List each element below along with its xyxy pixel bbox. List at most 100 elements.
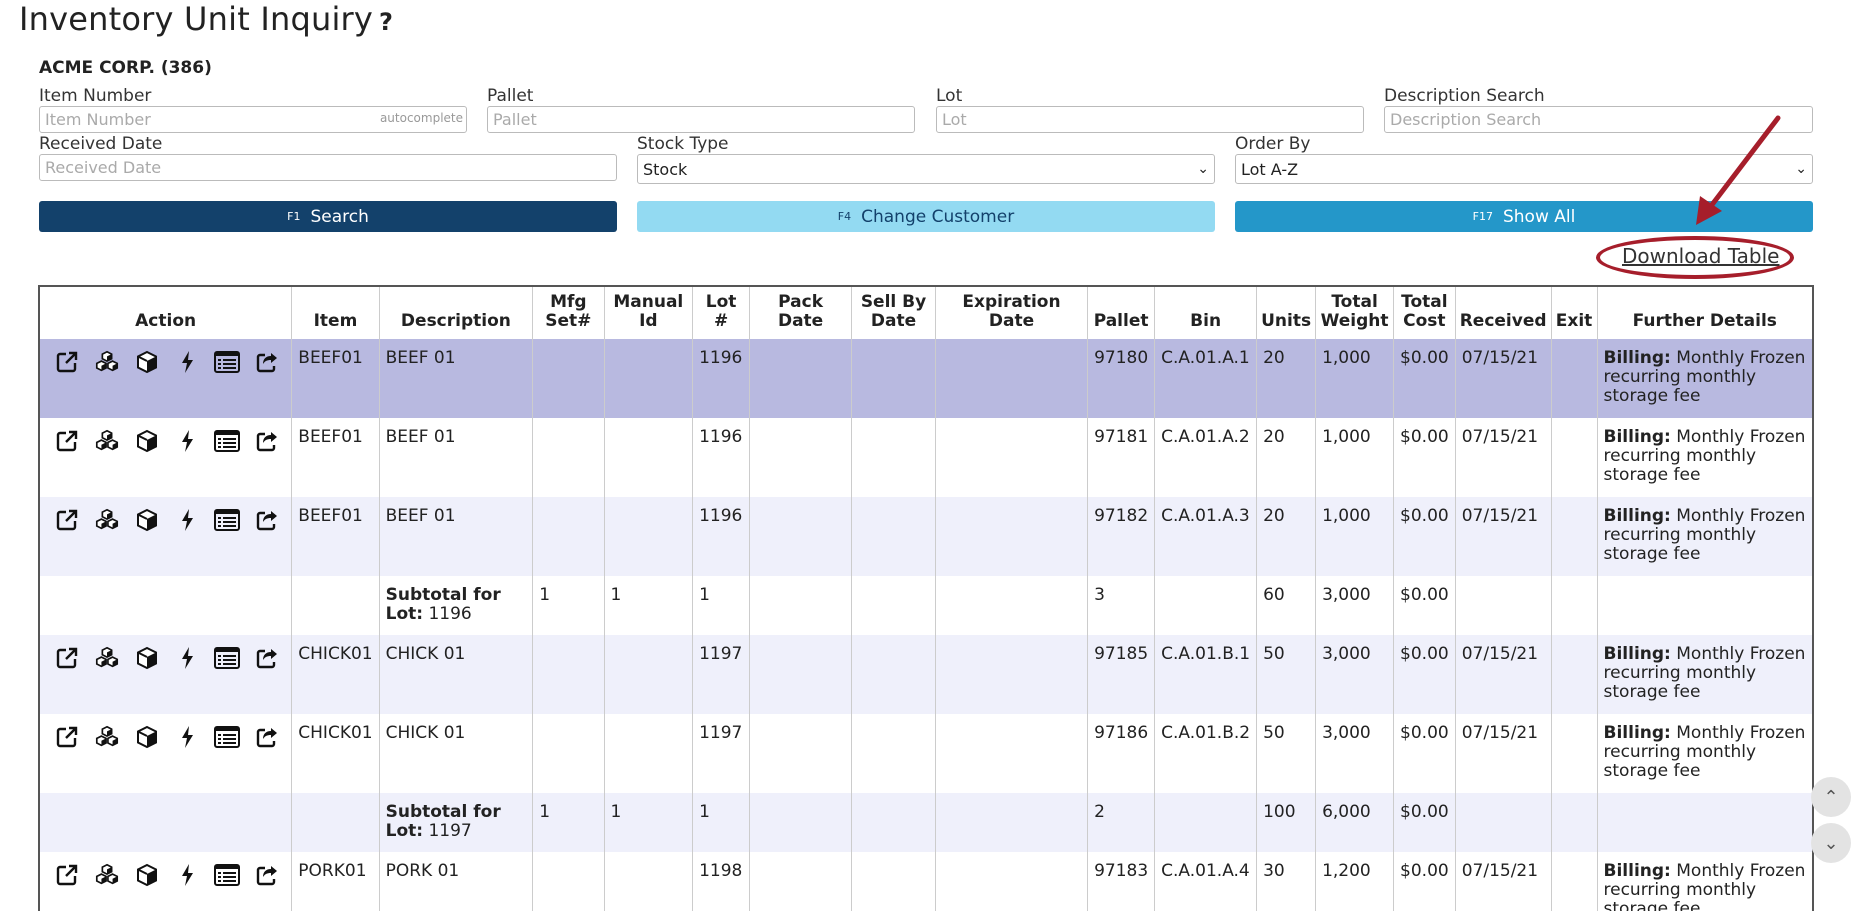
table-row[interactable]: BEEF01 BEEF 01 1196 97182 C.A.01.A.3 20 1,000 $…	[40, 497, 1812, 576]
external-link-icon[interactable]	[54, 862, 80, 888]
col-header-units[interactable]: Units	[1256, 287, 1316, 339]
lot-input[interactable]	[936, 106, 1364, 133]
exit-cell	[1550, 635, 1598, 714]
share-icon[interactable]	[254, 428, 280, 454]
scroll-down-button[interactable]: ⌄	[1811, 823, 1851, 863]
table-row[interactable]: PORK01 PORK 01 1198 97183 C.A.01.A.4 30 1,200 $…	[40, 852, 1812, 911]
col-header-description[interactable]: Description	[378, 287, 533, 339]
col-header-expiration-date[interactable]: Expiration Date	[934, 287, 1088, 339]
list-icon[interactable]	[214, 507, 240, 533]
col-header-manual-id[interactable]: Manual Id	[603, 287, 693, 339]
action-cell	[40, 497, 292, 576]
units-cell: 20	[1256, 339, 1316, 418]
external-link-icon[interactable]	[54, 507, 80, 533]
box-icon[interactable]	[134, 645, 160, 671]
col-header-received[interactable]: Received	[1454, 287, 1552, 339]
boxes-icon[interactable]	[94, 724, 120, 750]
lightning-icon[interactable]	[174, 349, 200, 375]
col-header-total-cost[interactable]: Total Cost	[1393, 287, 1456, 339]
show-all-button[interactable]: F17 Show All	[1235, 201, 1813, 232]
share-icon[interactable]	[254, 724, 280, 750]
share-icon[interactable]	[254, 507, 280, 533]
col-header-exit[interactable]: Exit	[1550, 287, 1598, 339]
chevron-down-icon: ⌄	[1795, 161, 1807, 177]
table-row[interactable]: CHICK01 CHICK 01 1197 97186 C.A.01.B.2 50 3,00…	[40, 714, 1812, 793]
subtotal-row: Subtotal for Lot: 1197 1 1 1 2 100 6,000 $0.00	[40, 793, 1812, 852]
bin-cell: C.A.01.A.2	[1154, 418, 1257, 497]
box-icon[interactable]	[134, 862, 160, 888]
mfg-set-cell	[532, 852, 605, 911]
table-row[interactable]: BEEF01 BEEF 01 1196 97181 C.A.01.A.2 20 1,000 $…	[40, 418, 1812, 497]
order-by-select[interactable]: Lot A-Z ⌄	[1235, 154, 1813, 184]
change-customer-button-label: Change Customer	[861, 206, 1015, 227]
search-button[interactable]: F1 Search	[39, 201, 617, 232]
received-cell	[1454, 793, 1552, 852]
col-header-item[interactable]: Item	[291, 287, 380, 339]
external-link-icon[interactable]	[54, 645, 80, 671]
lightning-icon[interactable]	[174, 862, 200, 888]
download-table-link[interactable]: Download Table	[1622, 244, 1780, 268]
list-icon[interactable]	[214, 724, 240, 750]
subtotal-label-cell: Subtotal for Lot: 1196	[378, 576, 533, 635]
col-header-pallet[interactable]: Pallet	[1087, 287, 1155, 339]
boxes-icon[interactable]	[94, 645, 120, 671]
item-number-input[interactable]	[39, 106, 467, 133]
stock-type-select[interactable]: Stock ⌄	[637, 154, 1215, 184]
action-cell	[40, 576, 292, 635]
further-details-cell: Billing: Monthly Frozen recurring monthl…	[1596, 497, 1812, 576]
box-icon[interactable]	[134, 507, 160, 533]
bin-cell: C.A.01.A.1	[1154, 339, 1257, 418]
boxes-icon[interactable]	[94, 349, 120, 375]
order-by-field: Order By Lot A-Z ⌄	[1235, 134, 1813, 184]
pallet-cell: 2	[1087, 793, 1155, 852]
search-button-label: Search	[310, 206, 369, 227]
lightning-icon[interactable]	[174, 724, 200, 750]
box-icon[interactable]	[134, 724, 160, 750]
list-icon[interactable]	[214, 349, 240, 375]
received-date-input[interactable]	[39, 154, 617, 181]
col-header-further-details[interactable]: Further Details	[1596, 287, 1812, 339]
lightning-icon[interactable]	[174, 428, 200, 454]
pack-date-cell	[749, 635, 852, 714]
total-cost-cell: $0.00	[1393, 418, 1456, 497]
col-header-total-weight[interactable]: Total Weight	[1315, 287, 1394, 339]
boxes-icon[interactable]	[94, 862, 120, 888]
bin-cell	[1154, 793, 1257, 852]
share-icon[interactable]	[254, 645, 280, 671]
help-icon[interactable]: ?	[379, 8, 394, 36]
list-icon[interactable]	[214, 862, 240, 888]
action-cell	[40, 418, 292, 497]
units-cell: 20	[1256, 497, 1316, 576]
share-icon[interactable]	[254, 862, 280, 888]
total-cost-cell: $0.00	[1393, 497, 1456, 576]
list-icon[interactable]	[214, 428, 240, 454]
external-link-icon[interactable]	[54, 724, 80, 750]
total-weight-cell: 3,000	[1315, 635, 1394, 714]
col-header-sell-by-date[interactable]: Sell By Date	[851, 287, 936, 339]
lightning-icon[interactable]	[174, 507, 200, 533]
description-search-input[interactable]	[1384, 106, 1813, 133]
lightning-icon[interactable]	[174, 645, 200, 671]
col-header-mfg-set[interactable]: Mfg Set#	[532, 287, 605, 339]
scroll-up-button[interactable]: ⌃	[1811, 777, 1851, 817]
pallet-input[interactable]	[487, 106, 915, 133]
table-row[interactable]: BEEF01 BEEF 01 1196 97180 C.A.01.A.1 20 1,000 $…	[40, 339, 1812, 418]
list-icon[interactable]	[214, 645, 240, 671]
change-customer-button[interactable]: F4 Change Customer	[637, 201, 1215, 232]
manual-id-cell	[603, 497, 693, 576]
col-header-pack-date[interactable]: Pack Date	[749, 287, 852, 339]
col-header-action[interactable]: Action	[135, 311, 197, 331]
boxes-icon[interactable]	[94, 507, 120, 533]
chevron-down-icon: ⌄	[1823, 832, 1839, 854]
col-header-bin[interactable]: Bin	[1154, 287, 1257, 339]
table-row[interactable]: CHICK01 CHICK 01 1197 97185 C.A.01.B.1 50 3,00…	[40, 635, 1812, 714]
col-header-lot[interactable]: Lot #	[692, 287, 750, 339]
box-icon[interactable]	[134, 428, 160, 454]
share-icon[interactable]	[254, 349, 280, 375]
boxes-icon[interactable]	[94, 428, 120, 454]
external-link-icon[interactable]	[54, 349, 80, 375]
further-details-cell	[1596, 576, 1812, 635]
external-link-icon[interactable]	[54, 428, 80, 454]
box-icon[interactable]	[134, 349, 160, 375]
customer-name: ACME CORP. (386)	[39, 58, 212, 78]
